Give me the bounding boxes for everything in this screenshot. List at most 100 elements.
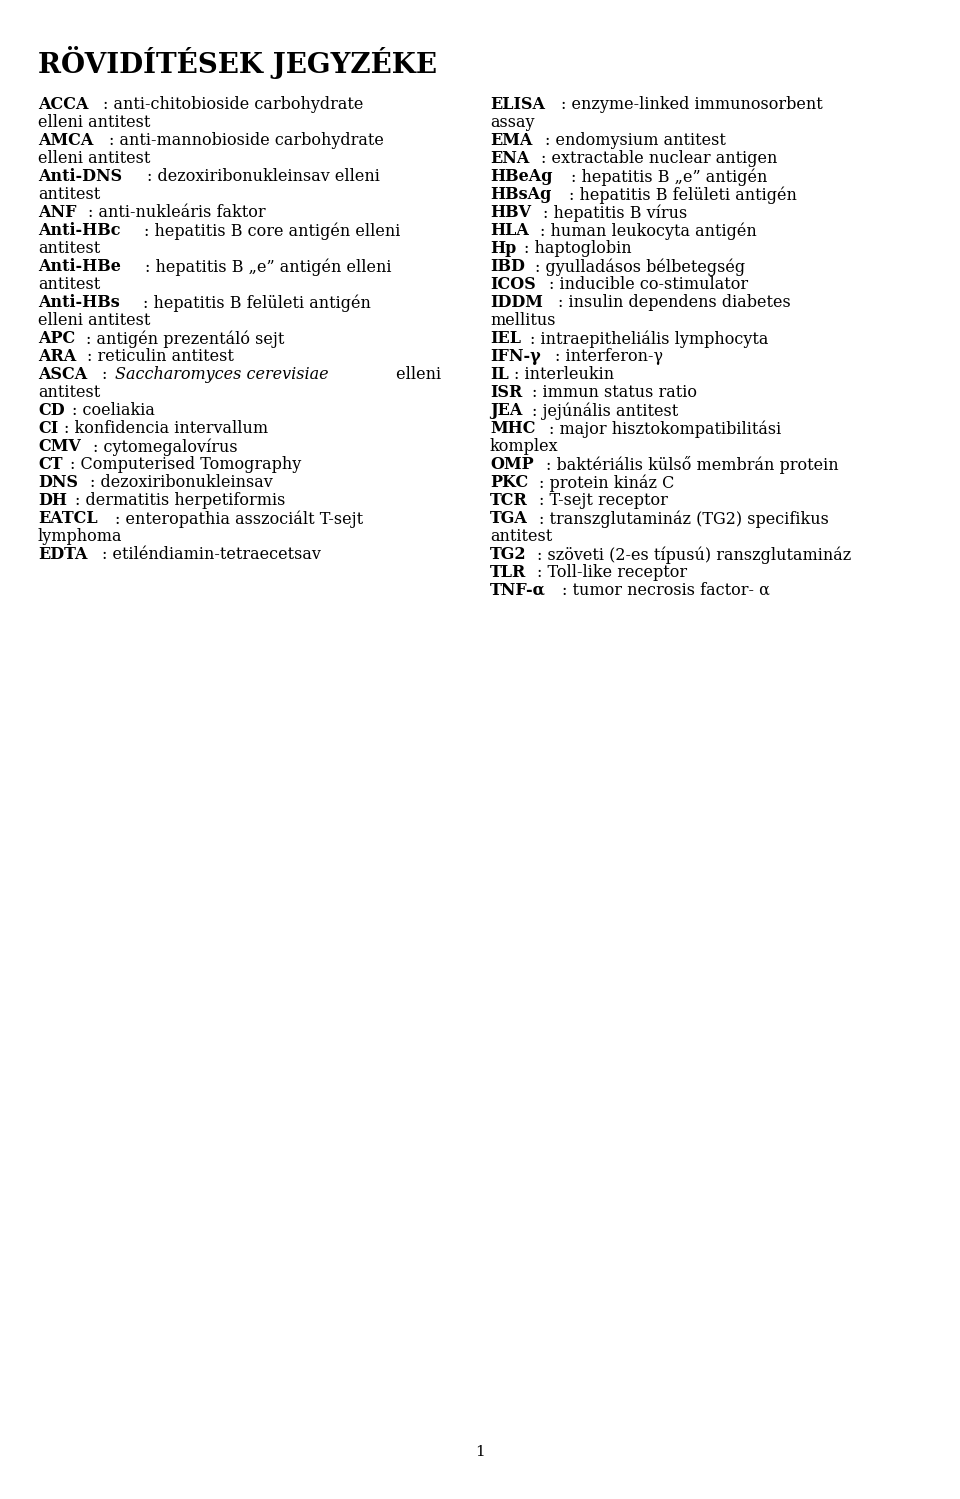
Text: HBsAg: HBsAg — [490, 186, 551, 202]
Text: IEL: IEL — [490, 330, 521, 346]
Text: : anti-chitobioside carbohydrate: : anti-chitobioside carbohydrate — [103, 96, 364, 112]
Text: : major hisztokompatibilitási: : major hisztokompatibilitási — [549, 420, 780, 438]
Text: IBD: IBD — [490, 258, 525, 274]
Text: JEA: JEA — [490, 402, 522, 420]
Text: : interferon-γ: : interferon-γ — [556, 348, 663, 364]
Text: CD: CD — [38, 402, 64, 420]
Text: PKC: PKC — [490, 474, 528, 492]
Text: Anti-HBs: Anti-HBs — [38, 294, 120, 310]
Text: RÖVIDÍTÉSEK JEGYZÉKE: RÖVIDÍTÉSEK JEGYZÉKE — [38, 46, 437, 79]
Text: : interleukin: : interleukin — [515, 366, 614, 384]
Text: CT: CT — [38, 456, 62, 474]
Text: : hepatitis B felületi antigén: : hepatitis B felületi antigén — [569, 186, 797, 204]
Text: Anti-HBc: Anti-HBc — [38, 222, 121, 238]
Text: APC: APC — [38, 330, 75, 346]
Text: : coeliakia: : coeliakia — [72, 402, 156, 420]
Text: : hepatitis B vírus: : hepatitis B vírus — [543, 204, 687, 222]
Text: : anti-nukleáris faktor: : anti-nukleáris faktor — [87, 204, 265, 220]
Text: : T-sejt receptor: : T-sejt receptor — [539, 492, 667, 510]
Text: Anti-DNS: Anti-DNS — [38, 168, 122, 184]
Text: mellitus: mellitus — [490, 312, 556, 328]
Text: : dermatitis herpetiformis: : dermatitis herpetiformis — [76, 492, 286, 510]
Text: EDTA: EDTA — [38, 546, 87, 564]
Text: TGA: TGA — [490, 510, 528, 528]
Text: : jejúnális antitest: : jejúnális antitest — [532, 402, 678, 420]
Text: AMCA: AMCA — [38, 132, 93, 148]
Text: :: : — [102, 366, 112, 384]
Text: : extractable nuclear antigen: : extractable nuclear antigen — [540, 150, 778, 166]
Text: antitest: antitest — [38, 384, 100, 402]
Text: antitest: antitest — [38, 240, 100, 256]
Text: : dezoxiribonukleinsav elleni: : dezoxiribonukleinsav elleni — [147, 168, 379, 184]
Text: DNS: DNS — [38, 474, 78, 492]
Text: : Toll-like receptor: : Toll-like receptor — [537, 564, 687, 582]
Text: CMV: CMV — [38, 438, 81, 456]
Text: : inducible co-stimulator: : inducible co-stimulator — [549, 276, 748, 292]
Text: : hepatitis B core antigén elleni: : hepatitis B core antigén elleni — [144, 222, 401, 240]
Text: : enzyme-linked immunosorbent: : enzyme-linked immunosorbent — [561, 96, 823, 112]
Text: HBV: HBV — [490, 204, 531, 220]
Text: : baktériális külső membrán protein: : baktériális külső membrán protein — [546, 456, 839, 474]
Text: : tumor necrosis factor- α: : tumor necrosis factor- α — [563, 582, 770, 600]
Text: lymphoma: lymphoma — [38, 528, 123, 546]
Text: elleni antitest: elleni antitest — [38, 150, 151, 166]
Text: : transzglutamináz (TG2) specifikus: : transzglutamináz (TG2) specifikus — [539, 510, 828, 528]
Text: antitest: antitest — [38, 186, 100, 202]
Text: CI: CI — [38, 420, 59, 438]
Text: antitest: antitest — [38, 276, 100, 292]
Text: : endomysium antitest: : endomysium antitest — [544, 132, 726, 148]
Text: Anti-HBe: Anti-HBe — [38, 258, 121, 274]
Text: HBeAg: HBeAg — [490, 168, 553, 184]
Text: TCR: TCR — [490, 492, 528, 510]
Text: 1: 1 — [475, 1445, 485, 1459]
Text: : gyulladásos bélbetegség: : gyulladásos bélbetegség — [535, 258, 745, 276]
Text: : anti-mannobioside carbohydrate: : anti-mannobioside carbohydrate — [109, 132, 384, 148]
Text: OMP: OMP — [490, 456, 534, 474]
Text: : reticulin antitest: : reticulin antitest — [87, 348, 234, 364]
Text: Hp: Hp — [490, 240, 516, 256]
Text: ENA: ENA — [490, 150, 529, 166]
Text: : insulin dependens diabetes: : insulin dependens diabetes — [558, 294, 791, 310]
Text: ACCA: ACCA — [38, 96, 88, 112]
Text: : immun status ratio: : immun status ratio — [532, 384, 697, 402]
Text: ARA: ARA — [38, 348, 76, 364]
Text: IL: IL — [490, 366, 509, 384]
Text: : human leukocyta antigén: : human leukocyta antigén — [540, 222, 756, 240]
Text: elleni antitest: elleni antitest — [38, 312, 151, 328]
Text: : etiléndiamin-tetraecetsav: : etiléndiamin-tetraecetsav — [102, 546, 321, 564]
Text: : Computerised Tomography: : Computerised Tomography — [70, 456, 300, 474]
Text: assay: assay — [490, 114, 535, 130]
Text: elleni: elleni — [391, 366, 441, 384]
Text: : hepatitis B „e” antigén elleni: : hepatitis B „e” antigén elleni — [145, 258, 392, 276]
Text: IFN-γ: IFN-γ — [490, 348, 540, 364]
Text: : dezoxiribonukleinsav: : dezoxiribonukleinsav — [89, 474, 273, 492]
Text: EMA: EMA — [490, 132, 533, 148]
Text: TLR: TLR — [490, 564, 526, 582]
Text: : intraepitheliális lymphocyta: : intraepitheliális lymphocyta — [530, 330, 768, 348]
Text: MHC: MHC — [490, 420, 536, 438]
Text: HLA: HLA — [490, 222, 529, 238]
Text: ELISA: ELISA — [490, 96, 545, 112]
Text: ASCA: ASCA — [38, 366, 87, 384]
Text: : haptoglobin: : haptoglobin — [524, 240, 632, 256]
Text: : cytomegalovírus: : cytomegalovírus — [93, 438, 238, 456]
Text: : hepatitis B „e” antigén: : hepatitis B „e” antigén — [570, 168, 767, 186]
Text: ANF: ANF — [38, 204, 77, 220]
Text: ISR: ISR — [490, 384, 522, 402]
Text: IDDM: IDDM — [490, 294, 542, 310]
Text: : enteropathia asszociált T-sejt: : enteropathia asszociált T-sejt — [115, 510, 363, 528]
Text: elleni antitest: elleni antitest — [38, 114, 151, 130]
Text: : szöveti (2-es típusú) ranszglutamináz: : szöveti (2-es típusú) ranszglutamináz — [538, 546, 852, 564]
Text: TG2: TG2 — [490, 546, 527, 564]
Text: Saccharomyces cerevisiae: Saccharomyces cerevisiae — [115, 366, 328, 384]
Text: ICOS: ICOS — [490, 276, 536, 292]
Text: : hepatitis B felületi antigén: : hepatitis B felületi antigén — [143, 294, 372, 312]
Text: : konfidencia intervallum: : konfidencia intervallum — [64, 420, 268, 438]
Text: DH: DH — [38, 492, 67, 510]
Text: EATCL: EATCL — [38, 510, 98, 528]
Text: TNF-α: TNF-α — [490, 582, 546, 600]
Text: : antigén prezentáló sejt: : antigén prezentáló sejt — [86, 330, 284, 348]
Text: : protein kináz C: : protein kináz C — [540, 474, 675, 492]
Text: komplex: komplex — [490, 438, 559, 456]
Text: antitest: antitest — [490, 528, 552, 546]
